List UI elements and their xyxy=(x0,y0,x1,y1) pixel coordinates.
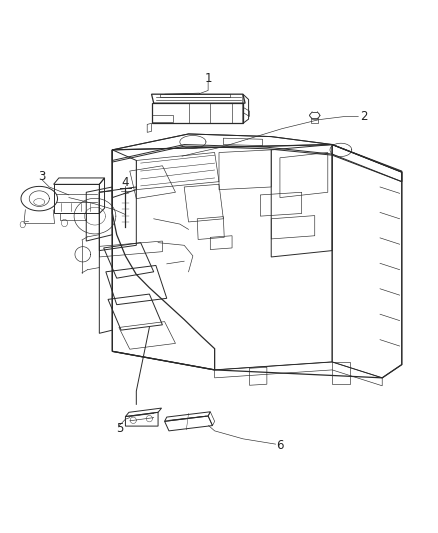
Text: 5: 5 xyxy=(116,422,123,435)
Text: 2: 2 xyxy=(360,110,368,123)
Text: 6: 6 xyxy=(276,439,284,452)
Text: 3: 3 xyxy=(39,170,46,183)
Text: 4: 4 xyxy=(122,176,129,189)
Text: 1: 1 xyxy=(205,72,212,85)
